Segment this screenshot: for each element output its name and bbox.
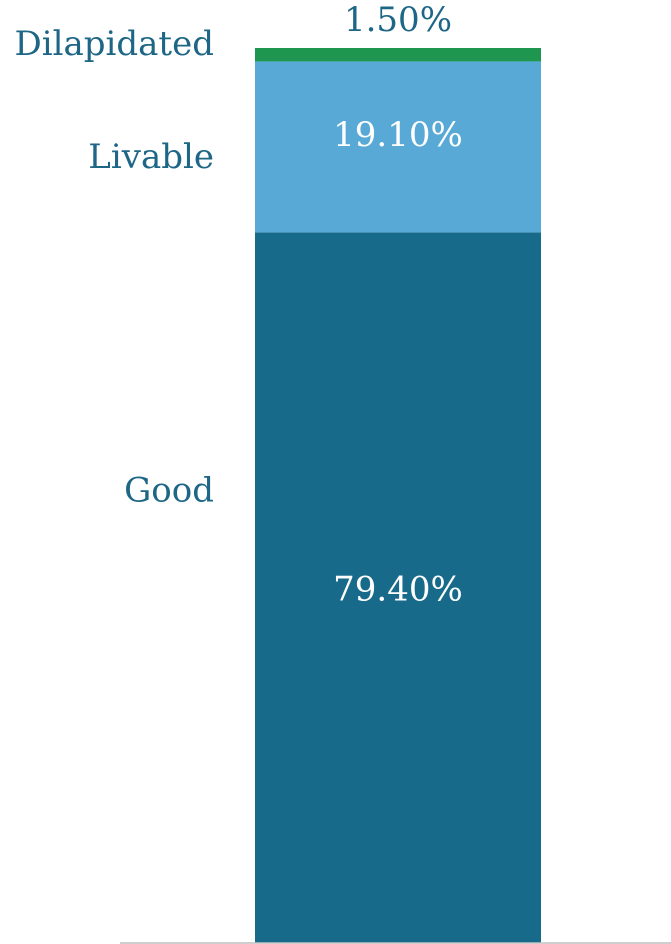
category-label-good: Good: [124, 471, 214, 511]
category-label-livable: Livable: [88, 137, 214, 177]
value-label-good: 79.40%: [333, 570, 463, 610]
bar-segments: [255, 48, 541, 943]
value-labels: 79.40% 19.10% 1.50%: [333, 0, 463, 610]
category-labels: Good Livable Dilapidated: [14, 24, 214, 511]
value-label-livable: 19.10%: [333, 115, 463, 155]
value-label-dilapidated: 1.50%: [344, 0, 452, 40]
bar-segment-good: [255, 232, 541, 943]
category-label-dilapidated: Dilapidated: [14, 24, 214, 64]
bar-segment-dilapidated: [255, 48, 541, 62]
bar-segment-livable: [255, 61, 541, 233]
